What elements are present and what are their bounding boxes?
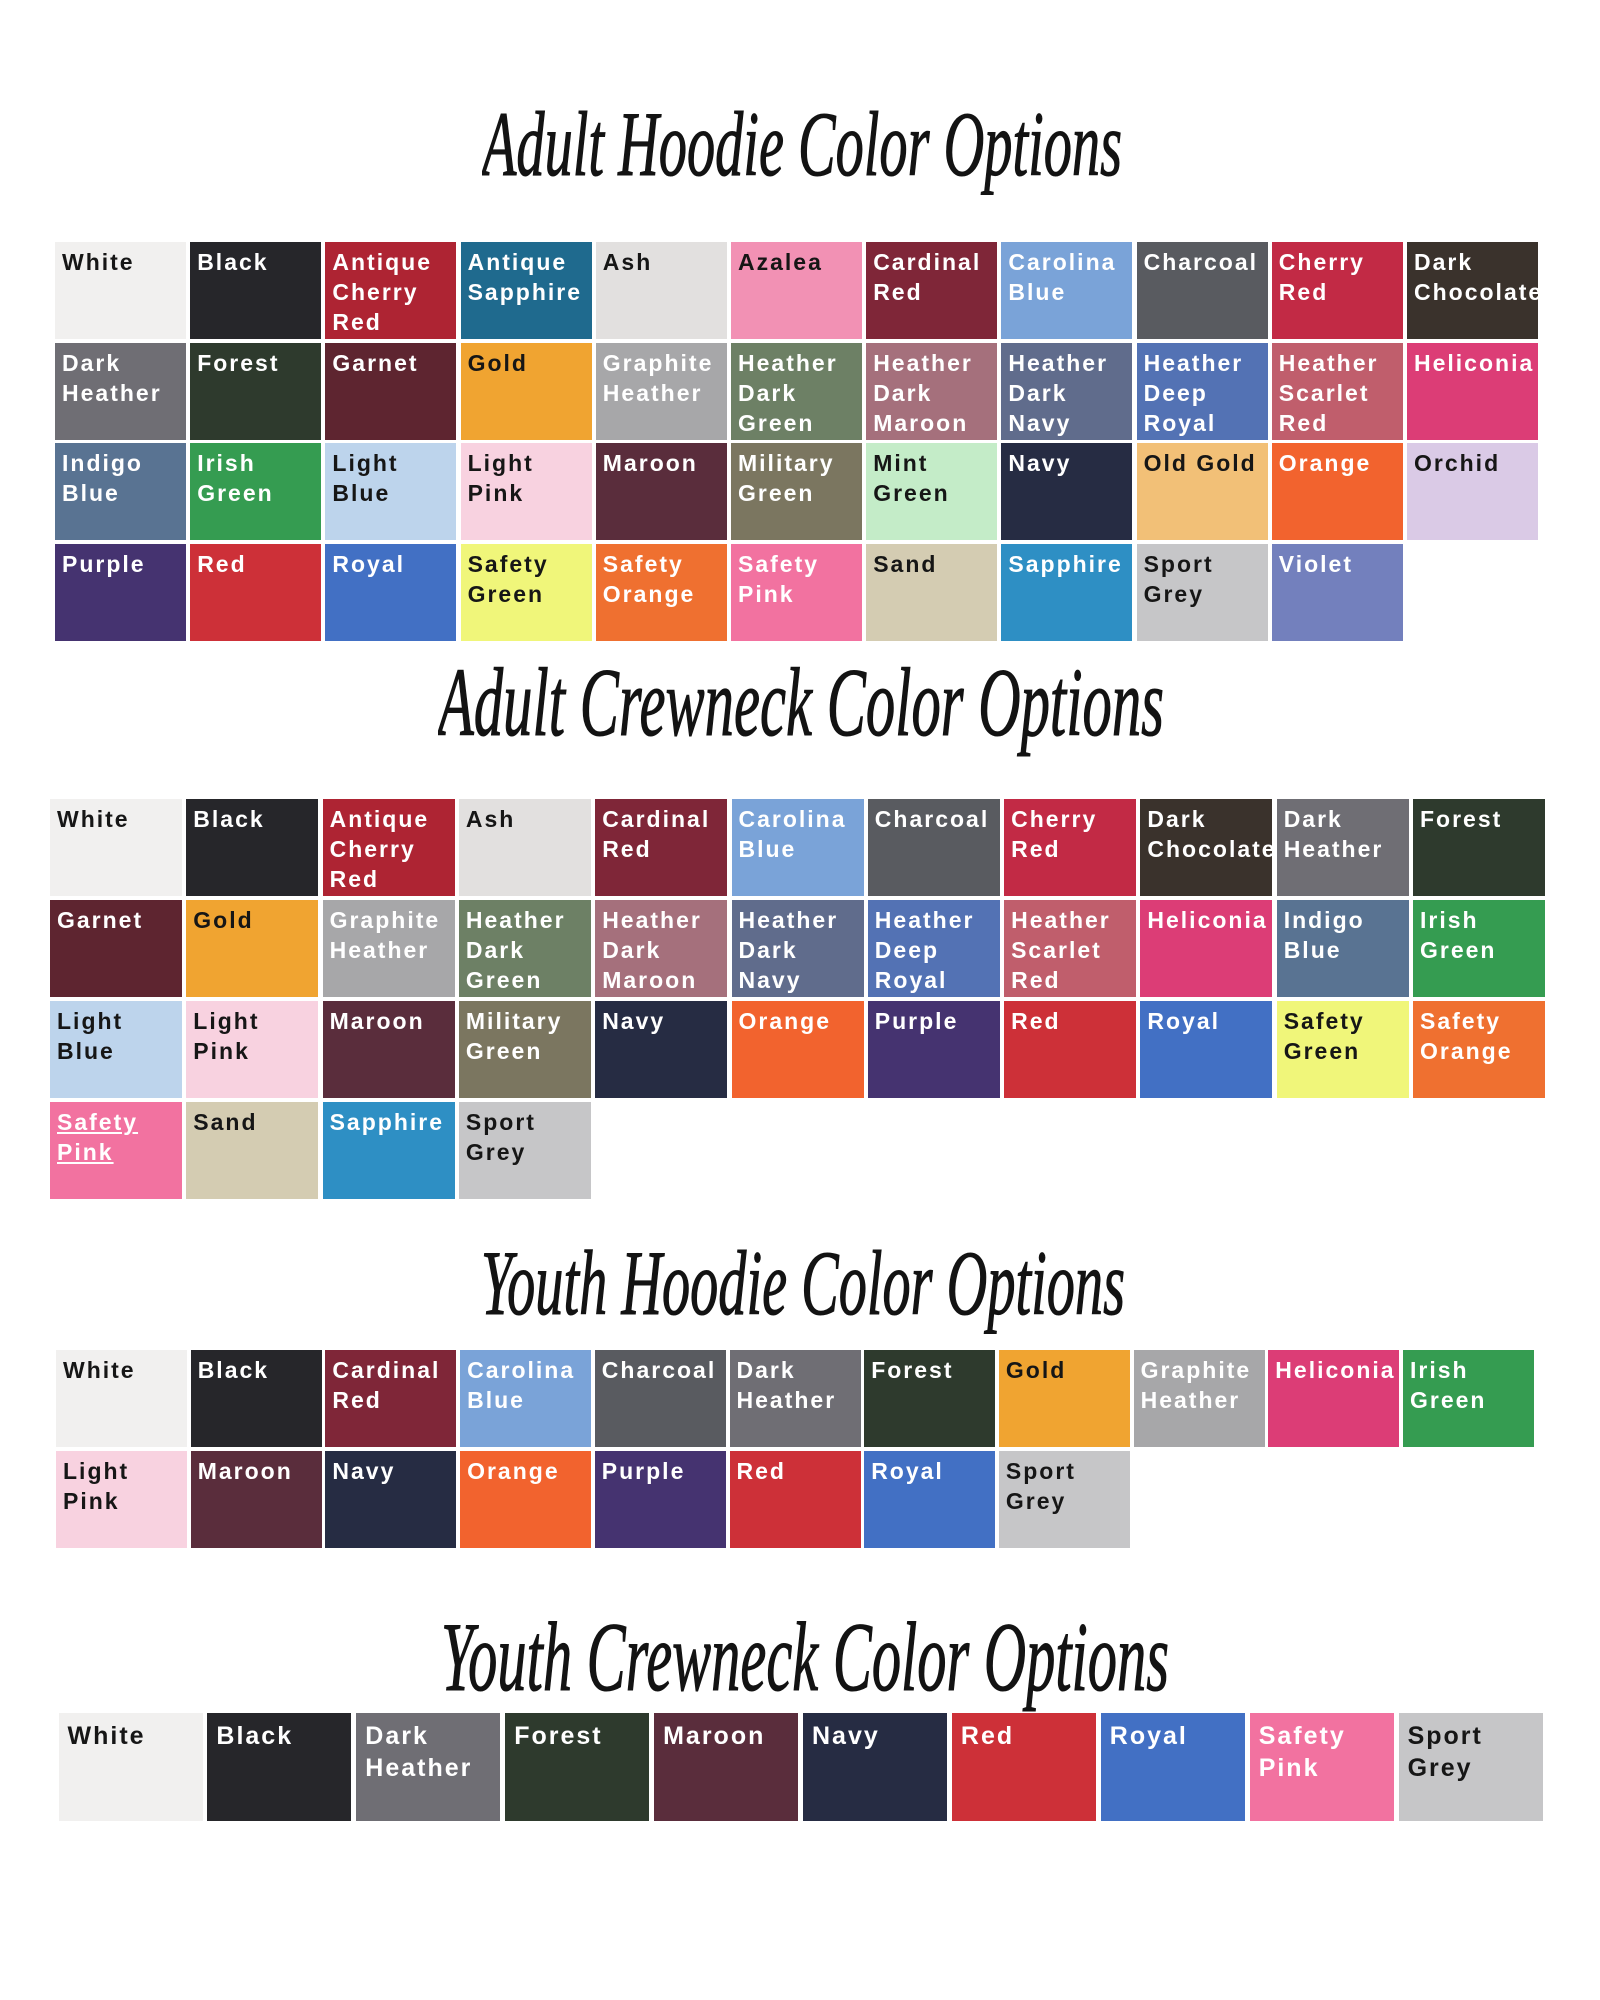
svg-text:Adult Hoodie Color Options: Adult Hoodie Color Options	[482, 93, 1122, 195]
svg-text:Adult Crewneck Color Options: Adult Crewneck Color Options	[438, 649, 1164, 756]
svg-text:Youth Hoodie Color Options: Youth Hoodie Color Options	[481, 1232, 1125, 1334]
svg-text:Youth Crewneck Color Options: Youth Crewneck Color Options	[441, 1603, 1169, 1712]
